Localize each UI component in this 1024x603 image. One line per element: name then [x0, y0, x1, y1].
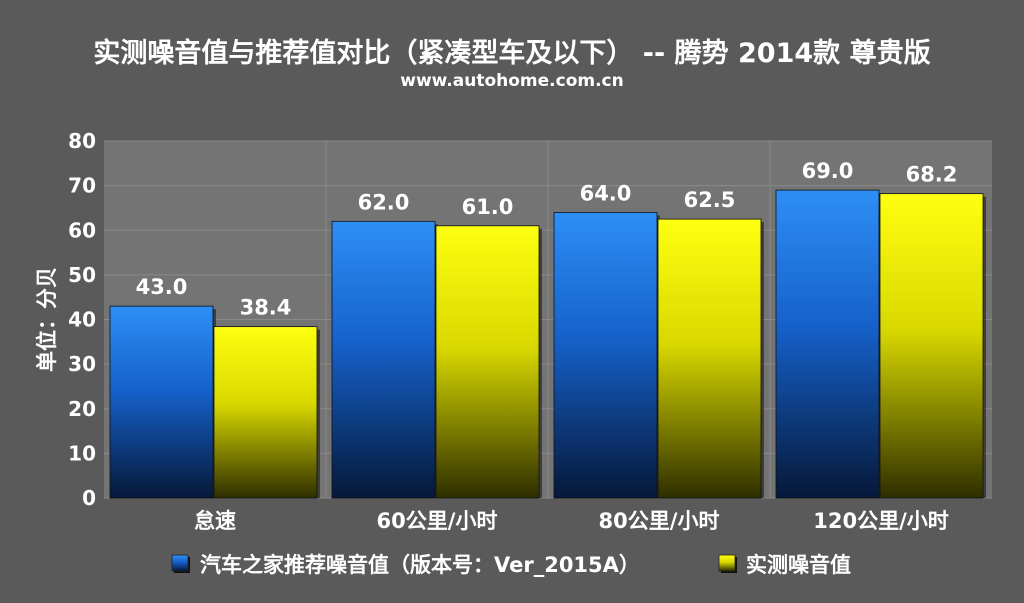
legend-label: 汽车之家推荐噪音值（版本号：Ver_2015A）: [200, 553, 640, 577]
y-tick-label: 60: [68, 218, 96, 242]
x-tick-label: 120公里/小时: [813, 509, 949, 533]
bar-measured: [879, 193, 984, 499]
x-tick-label: 60公里/小时: [377, 509, 498, 533]
y-tick-label: 80: [68, 129, 96, 153]
value-label: 62.5: [684, 188, 736, 212]
legend-swatch: [718, 554, 736, 572]
legend-label: 实测噪音值: [746, 553, 851, 577]
y-tick-label: 20: [68, 397, 96, 421]
y-tick-label: 30: [68, 352, 96, 376]
y-tick-label: 10: [68, 441, 96, 465]
y-tick-label: 70: [68, 174, 96, 198]
value-label: 64.0: [580, 181, 632, 205]
value-label: 38.4: [240, 296, 292, 320]
bar-measured: [213, 326, 318, 499]
chart-title: 实测噪音值与推荐值对比（紧凑型车及以下） -- 腾势 2014款 尊贵版: [93, 37, 930, 69]
y-tick-label: 50: [68, 263, 96, 287]
value-labels: 43.0 38.4 62.0 61.0 64.0 62.5 69.0 68.2: [136, 159, 958, 320]
legend-swatch: [171, 554, 189, 572]
value-label: 43.0: [136, 275, 188, 299]
y-tick-label: 0: [82, 486, 96, 510]
y-tick-labels: 0 10 20 30 40 50 60 70 80: [68, 129, 96, 510]
bars: [109, 189, 986, 499]
bar-recommended: [775, 189, 880, 499]
value-label: 68.2: [906, 163, 958, 187]
bar-recommended: [331, 220, 436, 499]
y-axis-label: 单位：分贝: [35, 267, 59, 372]
bar-measured: [657, 218, 762, 499]
bar-measured: [435, 225, 540, 499]
value-label: 62.0: [358, 190, 410, 214]
x-tick-label: 怠速: [194, 509, 236, 533]
bar-recommended: [553, 211, 658, 499]
value-label: 69.0: [802, 159, 854, 183]
bar-recommended: [109, 305, 214, 499]
x-tick-label: 80公里/小时: [599, 509, 720, 533]
value-label: 61.0: [462, 195, 514, 219]
y-tick-label: 40: [68, 308, 96, 332]
legend: 汽车之家推荐噪音值（版本号：Ver_2015A） 实测噪音值: [171, 553, 851, 577]
x-tick-labels: 怠速 60公里/小时 80公里/小时 120公里/小时: [194, 509, 949, 533]
chart-subtitle: www.autohome.com.cn: [400, 71, 623, 91]
